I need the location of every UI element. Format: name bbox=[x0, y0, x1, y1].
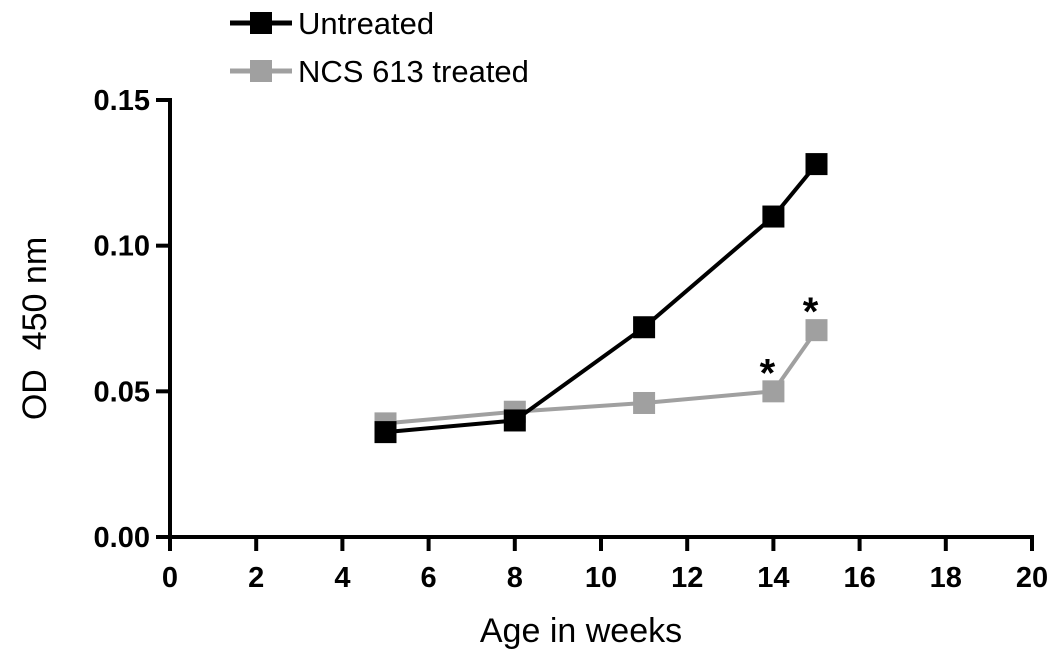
x-tick-label-8: 16 bbox=[843, 562, 875, 594]
x-tick-label-0: 0 bbox=[162, 562, 178, 594]
legend: Untreated NCS 613 treated bbox=[230, 6, 529, 89]
data-point-series1-3 bbox=[762, 380, 785, 403]
x-tick-label-7: 14 bbox=[757, 562, 789, 594]
x-axis-title: Age in weeks bbox=[480, 612, 682, 650]
legend-label-0: Untreated bbox=[298, 6, 434, 41]
legend-label-1: NCS 613 treated bbox=[298, 54, 529, 89]
data-point-series0-1 bbox=[503, 409, 526, 432]
legend-marker-0 bbox=[250, 12, 272, 34]
y-axis-title: OD 450 nm bbox=[16, 237, 54, 420]
x-tick-label-9: 18 bbox=[930, 562, 962, 594]
annotation-layer: ** bbox=[760, 290, 819, 395]
axes: 0 2 4 6 8 10 12 14 16 18 20 0.00 0.05 0.10 0.15 Age in … bbox=[16, 85, 1048, 650]
y-tick-label-0: 0.00 bbox=[94, 522, 150, 554]
x-tick-label-5: 10 bbox=[585, 562, 617, 594]
legend-marker-1 bbox=[250, 60, 272, 82]
data-point-series0-2 bbox=[633, 316, 656, 339]
x-tick-label-4: 8 bbox=[507, 562, 523, 594]
x-tick-label-1: 2 bbox=[248, 562, 264, 594]
significance-marker-1: * bbox=[803, 290, 819, 334]
data-point-series0-3 bbox=[762, 205, 785, 228]
series-layer bbox=[374, 153, 828, 444]
x-tick-label-10: 20 bbox=[1016, 562, 1048, 594]
series-line-1 bbox=[385, 329, 819, 426]
y-tick-label-3: 0.15 bbox=[94, 85, 150, 117]
y-tick-label-2: 0.10 bbox=[94, 231, 150, 263]
y-tick-label-1: 0.05 bbox=[94, 376, 150, 408]
data-point-series1-4 bbox=[805, 319, 828, 342]
x-tick-label-3: 6 bbox=[421, 562, 437, 594]
x-tick-label-6: 12 bbox=[671, 562, 703, 594]
x-tick-label-2: 4 bbox=[334, 562, 350, 594]
data-point-series0-0 bbox=[374, 421, 397, 444]
data-point-series0-4 bbox=[805, 153, 828, 176]
data-point-series1-2 bbox=[633, 391, 656, 414]
significance-marker-0: * bbox=[760, 351, 776, 395]
